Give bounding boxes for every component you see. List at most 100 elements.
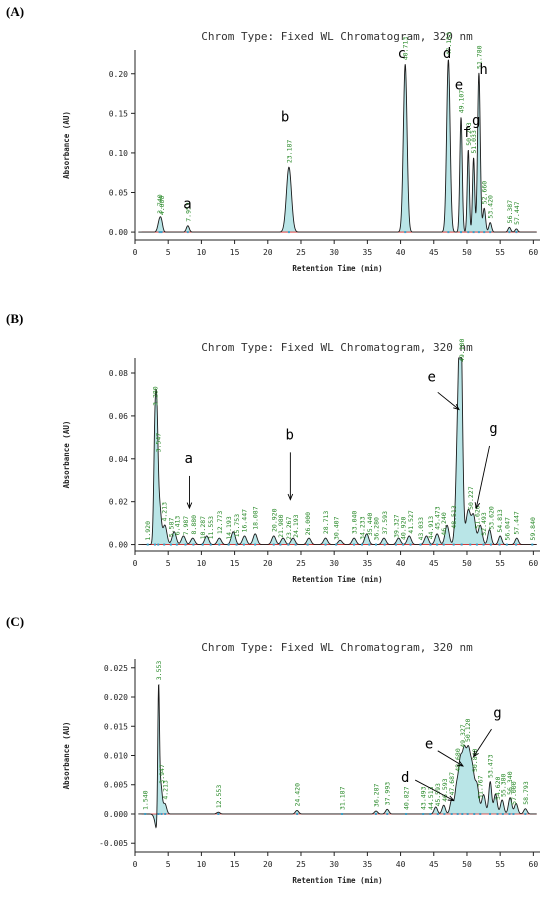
- peak-marker: [515, 543, 518, 546]
- peak-marker: [306, 543, 309, 546]
- peak-marker: [429, 543, 432, 546]
- peak-marker: [452, 543, 455, 546]
- peak-marker: [489, 812, 492, 815]
- peak-marker: [422, 812, 425, 815]
- peak-annotation-b: b: [281, 109, 289, 125]
- y-tick-label: 0.02: [109, 498, 128, 507]
- peak-label: 33.040: [351, 511, 359, 535]
- x-axis-title: Retention Time (min): [292, 264, 382, 273]
- peak-label: 57.447: [513, 201, 521, 225]
- peak-marker: [157, 543, 160, 546]
- peak-label: 40.920: [400, 516, 408, 540]
- x-tick-label: 45: [429, 860, 439, 869]
- peak-marker: [227, 543, 230, 546]
- peak-marker: [508, 231, 511, 234]
- peak-annotation-d: d: [443, 46, 451, 62]
- annotation-arrow: [473, 728, 492, 757]
- peak-label: 57.000: [510, 781, 518, 805]
- peak-marker: [368, 543, 371, 546]
- y-tick-label: 0.025: [104, 664, 128, 673]
- peak-marker: [386, 812, 389, 815]
- peak-annotation-d: d: [401, 770, 409, 786]
- x-tick-label: 15: [230, 248, 240, 257]
- peak-marker: [501, 812, 504, 815]
- peak-label: 50.120: [464, 718, 472, 742]
- panel-b-chart: 0 5 10 15 20 25 30 35 40 45 50 55 60 0.00 0.02 0.04 0.06…: [62, 338, 540, 584]
- peak-label: 14.193: [225, 516, 233, 540]
- peak-label: 40.827: [403, 786, 411, 810]
- peak-label: 4.213: [161, 502, 169, 522]
- x-tick-label: 20: [263, 860, 273, 869]
- peak-label: 48.513: [450, 505, 458, 529]
- peak-marker: [217, 812, 220, 815]
- x-tick-label: 55: [495, 559, 505, 568]
- peak-marker: [184, 543, 187, 546]
- peak-label: 53.473: [487, 754, 495, 778]
- peak-marker: [160, 231, 163, 234]
- peak-annotation-g: g: [472, 113, 480, 129]
- peak-label: 48.680: [454, 748, 462, 772]
- y-tick-label: 0.20: [109, 70, 128, 79]
- peak-marker: [461, 812, 464, 815]
- peak-label: 23.187: [285, 140, 293, 164]
- peak-marker: [296, 812, 299, 815]
- peak-marker: [460, 231, 463, 234]
- y-tick-label: 0.10: [109, 149, 128, 158]
- peak-label: 1.540: [142, 790, 150, 810]
- peak-label: 34.233: [359, 516, 367, 540]
- x-axis-title: Retention Time (min): [292, 876, 382, 885]
- peak-label: 45.473: [434, 506, 442, 530]
- peak-marker: [218, 543, 221, 546]
- peak-label: 49.100: [458, 338, 466, 362]
- peak-marker: [512, 812, 515, 815]
- peak-marker: [472, 231, 475, 234]
- panel-b-label: (B): [6, 311, 24, 326]
- x-tick-label: 30: [329, 559, 339, 568]
- peak-marker: [405, 812, 408, 815]
- x-tick-label: 0: [133, 248, 138, 257]
- x-tick-label: 60: [529, 860, 539, 869]
- peak-label: 35.440: [366, 513, 374, 537]
- peak-marker: [442, 543, 445, 546]
- peak-label: 51.780: [475, 45, 483, 69]
- peak-label: 6.413: [173, 516, 181, 536]
- peak-label: 20.920: [270, 508, 278, 532]
- x-tick-label: 25: [296, 559, 306, 568]
- peak-label: 56.047: [503, 517, 511, 541]
- peak-marker: [353, 543, 356, 546]
- peak-label: 43.493: [420, 786, 428, 810]
- chromatogram-trace: [138, 357, 537, 546]
- peak-marker: [235, 543, 238, 546]
- y-tick-label: 0.020: [104, 693, 128, 702]
- x-tick-label: 50: [462, 860, 472, 869]
- peak-label: 3.280: [151, 386, 159, 406]
- x-tick-label: 45: [429, 248, 439, 257]
- peak-label: 28.713: [322, 511, 330, 535]
- peak-label: 51.033: [470, 130, 478, 154]
- peak-label: 56.387: [506, 200, 514, 224]
- peak-marker: [158, 231, 161, 234]
- peak-marker: [496, 812, 499, 815]
- peak-marker: [160, 812, 163, 815]
- peak-marker: [482, 543, 485, 546]
- peak-label: 51.620: [473, 505, 481, 529]
- peak-label: 45.593: [434, 783, 442, 807]
- peak-marker: [186, 231, 189, 234]
- x-tick-label: 40: [396, 559, 406, 568]
- peak-marker: [374, 812, 377, 815]
- x-tick-label: 35: [363, 860, 373, 869]
- peak-marker: [436, 812, 439, 815]
- peak-marker: [404, 231, 407, 234]
- annotation-arrow: [437, 750, 464, 767]
- x-tick-label: 20: [263, 248, 273, 257]
- peak-marker: [242, 543, 245, 546]
- y-tick-label: 0.15: [109, 109, 128, 118]
- peak-marker: [324, 543, 327, 546]
- y-axis-title: Absorbance (AU): [62, 722, 71, 790]
- peak-label: 46.240: [440, 512, 448, 536]
- peak-label: 36.287: [372, 783, 380, 807]
- peak-marker: [456, 812, 459, 815]
- annotation-arrowhead: [474, 502, 481, 510]
- peak-marker: [361, 543, 364, 546]
- peak-marker: [294, 543, 297, 546]
